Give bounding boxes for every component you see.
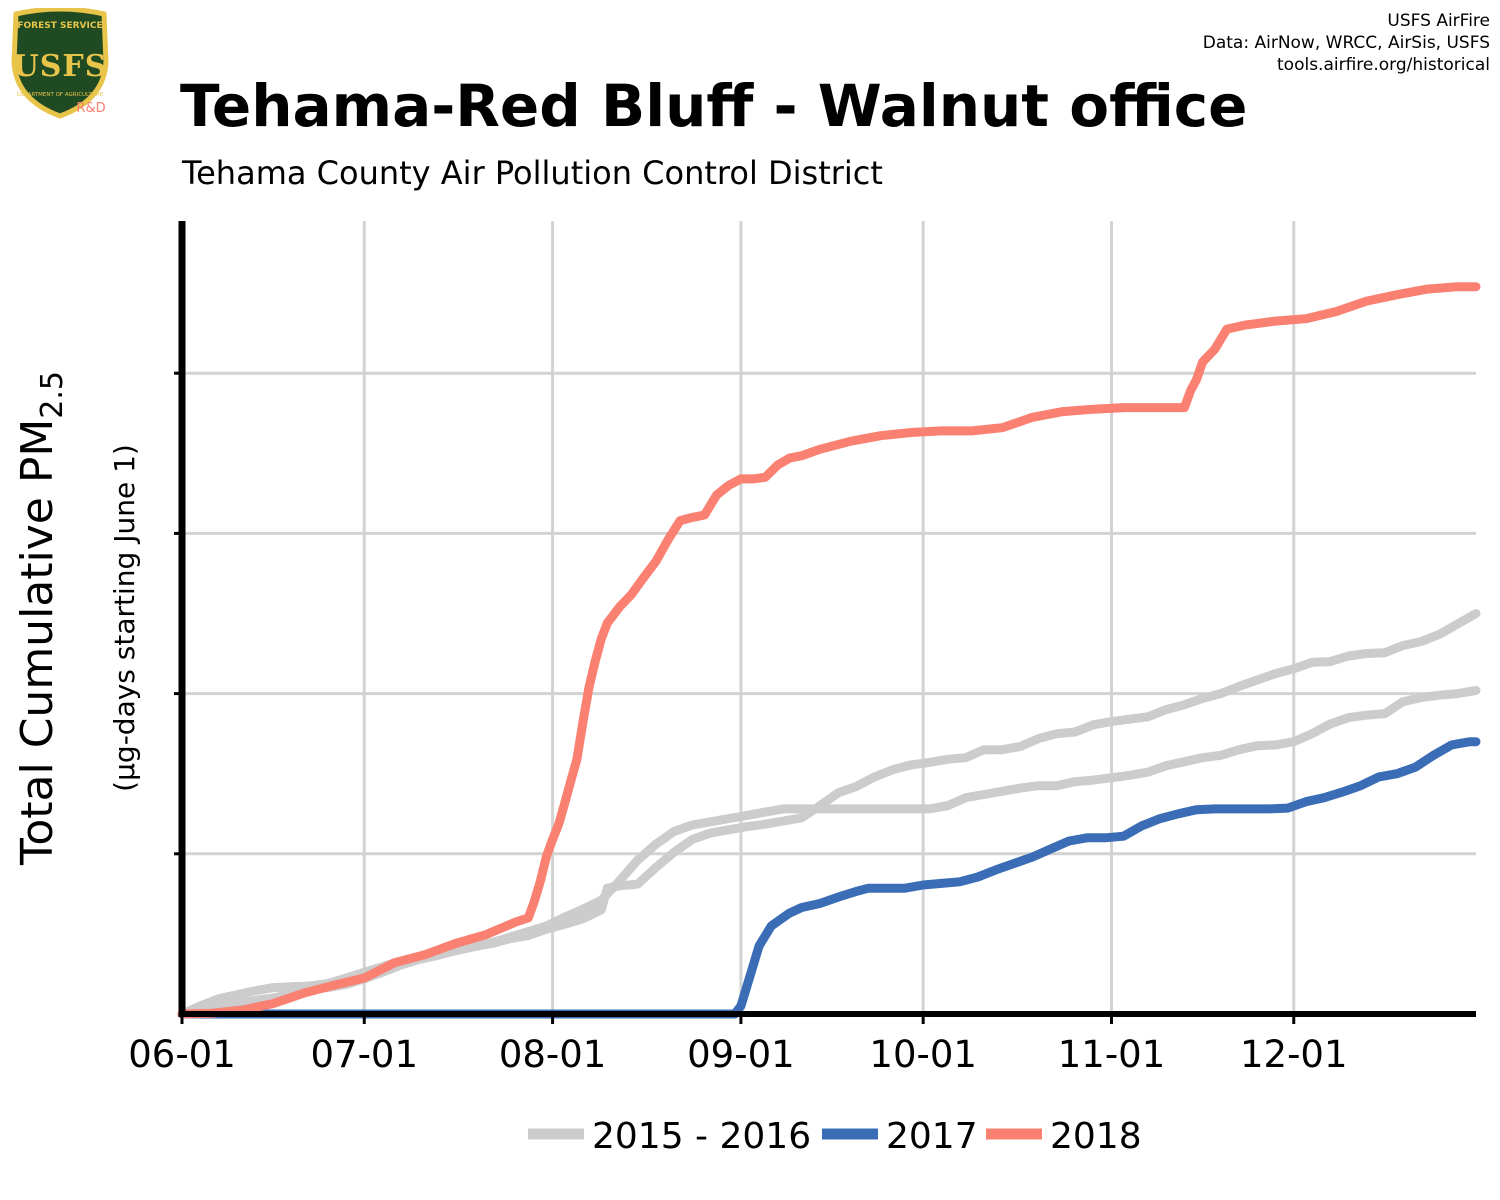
- chart-subtitle: Tehama County Air Pollution Control Dist…: [182, 154, 883, 192]
- credit-line-2: Data: AirNow, WRCC, AirSis, USFS: [1202, 33, 1490, 53]
- credit-line-1: USFS AirFire: [1387, 11, 1490, 31]
- logo-bottom-text: DEPARTMENT OF AGRICULTURE: [17, 92, 104, 98]
- x-tick-label: 07-01: [310, 1033, 418, 1076]
- chart-title: Tehama-Red Bluff - Walnut office: [180, 72, 1248, 140]
- logo-letters: USFS: [13, 49, 108, 84]
- logo-badge: R&D: [76, 101, 105, 116]
- x-tick-label: 09-01: [687, 1033, 795, 1076]
- credit-line-3: tools.airfire.org/historical: [1277, 55, 1490, 75]
- legend-label: 2018: [1050, 1116, 1142, 1157]
- series-line-1-2015-2016: [177, 609, 1481, 1019]
- axes-layer: 06-01 07-01 08-01 09-01 10-01 11-01 12-01: [128, 221, 1476, 1076]
- legend-label: 2015 - 2016: [592, 1116, 811, 1157]
- usfs-logo: FOREST SERVICE USFS DEPARTMENT OF AGRICU…: [11, 8, 109, 119]
- legend: 2015 - 2016 2017 2018: [528, 1116, 1142, 1157]
- series-line-3-2017: [177, 737, 1481, 1019]
- logo-shield-icon: [11, 8, 109, 119]
- x-tick-label: 08-01: [499, 1033, 607, 1076]
- y-axis-label-group: Total Cumulative PM2.5: [12, 371, 70, 866]
- y-axis-label-main: Total Cumulative PM: [12, 419, 63, 866]
- x-tick-label: 12-01: [1240, 1033, 1348, 1076]
- grid-layer: [182, 221, 1476, 1014]
- y-axis-units: (µg-days starting June 1): [108, 444, 141, 792]
- x-tick-label: 06-01: [128, 1033, 236, 1076]
- series-line-4-2018: [177, 282, 1481, 1019]
- data-credits: USFS AirFire Data: AirNow, WRCC, AirSis,…: [1203, 10, 1490, 76]
- logo-top-text: FOREST SERVICE: [17, 21, 102, 31]
- y-axis-units-group: (µg-days starting June 1): [108, 444, 141, 792]
- x-tick-label: 10-01: [869, 1033, 977, 1076]
- series-layer: [177, 282, 1481, 1019]
- legend-label: 2017: [886, 1116, 978, 1157]
- x-tick-label: 11-01: [1058, 1033, 1166, 1076]
- y-axis-label: Total Cumulative PM2.5: [12, 371, 70, 866]
- y-axis-label-subscript: 2.5: [35, 371, 70, 419]
